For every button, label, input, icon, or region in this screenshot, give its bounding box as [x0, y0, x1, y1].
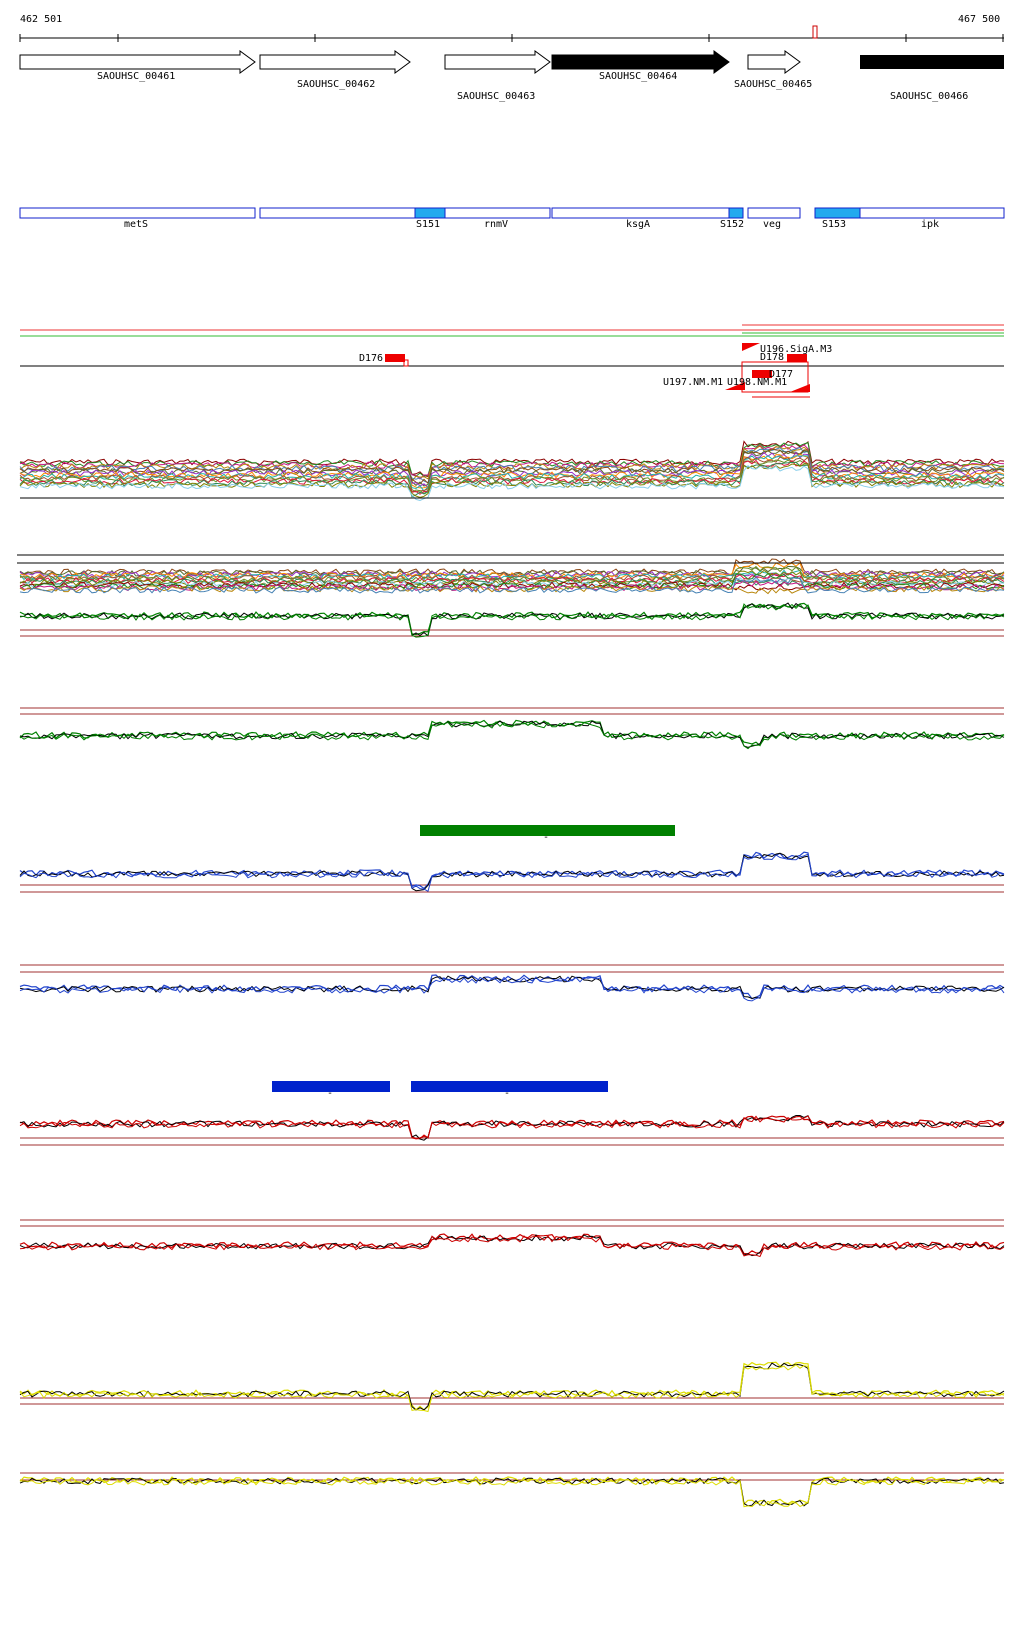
gene-arrow[interactable]: [551, 50, 730, 74]
expression-line: [19, 720, 1005, 748]
gene-label: SAOUHSC_00466: [890, 91, 969, 102]
srna-label: S151: [416, 219, 441, 230]
expression-track: [19, 851, 1005, 893]
expression-line: [19, 572, 1005, 585]
expression-line: [19, 853, 1005, 893]
expression-line: [19, 465, 1005, 502]
feature-label: U197.NM.M1: [663, 377, 724, 388]
ruler-start-label: 462 501: [20, 14, 63, 25]
expression-track-multi-1: [19, 440, 1005, 502]
gene-label: SAOUHSC_00464: [599, 71, 678, 82]
expression-line: [19, 577, 1005, 587]
feature-label: U196.SigA.M3: [760, 344, 833, 355]
expression-line: [19, 453, 1005, 489]
gene-arrow[interactable]: [444, 50, 551, 74]
expression-line: [19, 1361, 1005, 1411]
expression-line: [19, 459, 1005, 495]
feature-block[interactable]: [787, 354, 807, 362]
expression-line: [19, 585, 1005, 595]
expression-track: [19, 602, 1005, 638]
expression-line: [19, 569, 1005, 587]
segment-label: -: [504, 1088, 511, 1099]
expression-line: [19, 851, 1005, 890]
expression-line: [19, 602, 1005, 636]
expression-line: [19, 1115, 1005, 1141]
expression-line: [19, 852, 1005, 892]
expression-line: [19, 1476, 1005, 1506]
gene-arrow[interactable]: [19, 50, 256, 74]
expression-track: [19, 1115, 1005, 1146]
gene-label: SAOUHSC_00461: [97, 71, 176, 82]
expression-line: [19, 445, 1005, 483]
expression-tracks: [19, 602, 1005, 1508]
feature-block[interactable]: [385, 354, 405, 362]
expression-line: [19, 1362, 1005, 1411]
expression-line: [19, 721, 1005, 750]
feature-label: D177: [769, 369, 794, 380]
gene-arrow[interactable]: [747, 50, 801, 74]
expression-track: [19, 1361, 1005, 1413]
gene-track: [19, 50, 1004, 74]
gene-name-label: metS: [124, 219, 149, 230]
expression-line: [19, 1233, 1005, 1255]
expression-line: [19, 572, 1005, 591]
expression-line: [19, 602, 1005, 637]
gene-label: SAOUHSC_00463: [457, 91, 536, 102]
expression-track: [19, 707, 1005, 750]
segment-bar[interactable]: [420, 825, 675, 836]
expression-track: [19, 1219, 1005, 1258]
segment-bar[interactable]: [272, 1081, 390, 1092]
expression-line: [19, 1364, 1005, 1413]
gene-arrow[interactable]: [259, 50, 411, 74]
expression-track-multi-2: [19, 558, 1005, 595]
expression-line: [19, 580, 1005, 592]
expression-line: [19, 603, 1005, 638]
expression-line: [19, 976, 1005, 1002]
expression-line: [19, 1478, 1005, 1508]
segment-label: -: [327, 1088, 334, 1099]
gene-arrow[interactable]: [860, 55, 1004, 69]
expression-track: [19, 1472, 1005, 1508]
expression-track: [19, 964, 1005, 1002]
position-marker: [812, 25, 818, 39]
feature-label: D178: [760, 352, 785, 363]
expression-line: [19, 463, 1005, 498]
feature-track: [20, 324, 1004, 398]
gene-name-track: [19, 207, 1005, 219]
expression-line: [19, 719, 1005, 747]
feature-block[interactable]: [752, 370, 772, 378]
gene-name-label: rnmV: [484, 219, 509, 230]
srna-label: S153: [822, 219, 847, 230]
expression-line: [19, 456, 1005, 493]
segment-bar[interactable]: [411, 1081, 608, 1092]
gene-label: SAOUHSC_00462: [297, 79, 376, 90]
feature-label: D176: [359, 353, 384, 364]
expression-line: [19, 576, 1005, 594]
ruler-end-label: 467 500: [958, 14, 1001, 25]
expression-line: [19, 451, 1005, 489]
coordinate-ruler: [19, 25, 1004, 42]
expression-line: [19, 1235, 1005, 1258]
expression-line: [19, 446, 1005, 484]
expression-line: [19, 1115, 1005, 1140]
gene-name-label: ksgA: [626, 219, 651, 230]
srna-label: S152: [720, 219, 745, 230]
feature-label: U198.NM.M1: [727, 377, 788, 388]
gene-name-label: ipk: [921, 219, 940, 230]
gene-name-label: veg: [763, 219, 782, 230]
segment-label: -: [543, 832, 550, 843]
gene-label: SAOUHSC_00465: [734, 79, 813, 90]
